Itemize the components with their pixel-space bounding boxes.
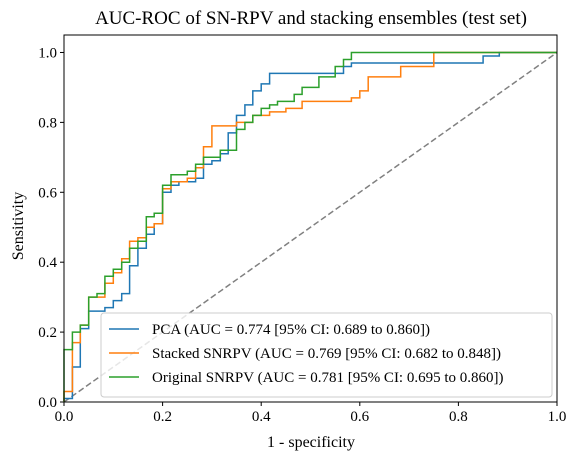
roc-series-line-0 [63,51,557,402]
y-tick-label: 0.2 [38,325,57,341]
x-tick-label: 0.4 [252,409,271,425]
legend: PCA (AUC = 0.774 [95% CI: 0.689 to 0.860… [100,312,553,398]
y-tick-label: 1.0 [38,45,57,61]
chart-title: AUC-ROC of SN-RPV and stacking ensembles… [95,8,527,29]
x-tick-label: 0.0 [55,409,74,425]
plot-frame [63,34,558,403]
y-axis-label: Sensitivity [10,192,27,260]
legend-label: PCA (AUC = 0.774 [95% CI: 0.689 to 0.860… [152,322,430,338]
x-tick-label: 0.2 [153,409,172,425]
roc-series-line-1 [63,51,557,402]
legend-label: Original SNRPV (AUC = 0.781 [95% CI: 0.6… [152,370,504,386]
legend-box [100,312,553,398]
y-tick-label: 0.0 [38,395,57,411]
y-tick-label: 0.8 [38,115,57,131]
x-axis-label: 1 - specificity [267,434,355,451]
legend-label: Stacked SNRPV (AUC = 0.769 [95% CI: 0.68… [152,346,501,362]
x-tick-label: 0.6 [350,409,369,425]
axis-ticks: 0.0 0.2 0.4 0.6 0.8 1.0 0.0 0.2 0.4 0.6 0.8 1.0 [38,45,566,425]
x-tick-label: 0.8 [449,409,468,425]
roc-series-line-2 [63,51,557,402]
y-tick-label: 0.4 [38,255,57,271]
y-tick-label: 0.6 [38,185,57,201]
x-tick-label: 1.0 [548,409,567,425]
